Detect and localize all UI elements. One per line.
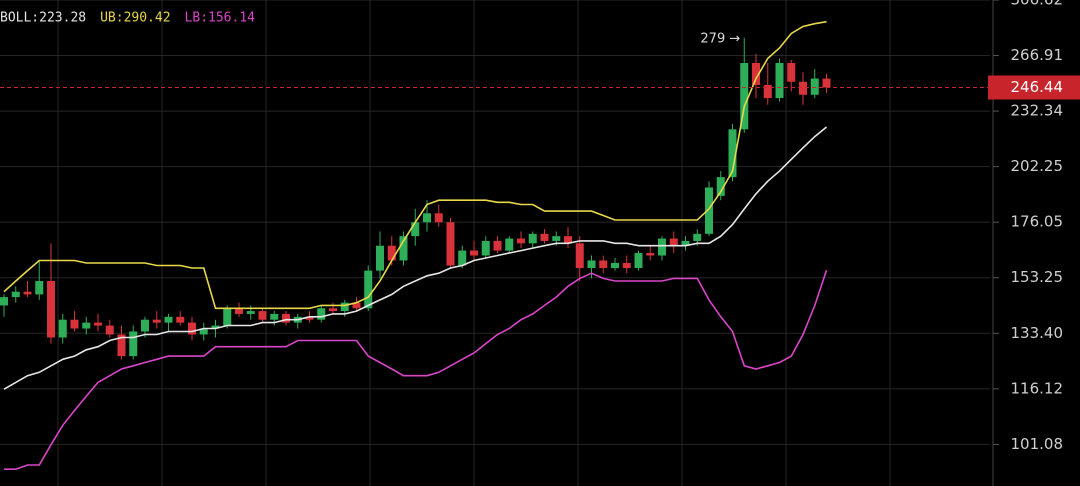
candle-body <box>352 302 361 309</box>
candle-body <box>364 270 373 309</box>
candle-body <box>35 281 44 295</box>
candle-body <box>716 177 725 196</box>
candle-body <box>705 187 713 234</box>
candle-body <box>411 222 420 237</box>
candle-body <box>552 236 561 241</box>
candle-body <box>669 238 678 246</box>
legend-entry: UB:290.42 <box>100 11 170 26</box>
candle-body <box>188 322 196 335</box>
candle-body <box>658 238 666 256</box>
candle-body <box>599 260 608 269</box>
candle-body <box>752 62 760 85</box>
candle-body <box>235 308 243 314</box>
candle-body <box>575 243 584 269</box>
candle-body <box>164 316 173 323</box>
candle-body <box>94 322 102 326</box>
candle-body <box>799 81 807 95</box>
candle-body <box>564 236 572 244</box>
y-tick-label: 266.91 <box>1011 46 1064 64</box>
candle-body <box>199 328 208 335</box>
candle-body <box>646 253 655 256</box>
last-price-label: 246.44 <box>1011 78 1064 96</box>
candle-body <box>611 262 619 269</box>
candle-body <box>340 302 349 312</box>
y-tick-label: 116.12 <box>1011 379 1064 397</box>
y-tick-label: 202.25 <box>1011 157 1064 175</box>
candle-body <box>0 297 8 306</box>
candle-body <box>728 129 737 178</box>
candle-body <box>775 62 784 99</box>
candle-body <box>305 316 314 320</box>
y-tick-label: 306.62 <box>1011 0 1064 9</box>
candle-body <box>740 62 749 130</box>
candle-body <box>470 250 478 256</box>
indicator-line <box>4 269 828 470</box>
candle-body <box>481 240 490 256</box>
candle-body <box>258 311 267 320</box>
candle-body <box>387 245 396 261</box>
candle-body <box>152 319 161 323</box>
candle-body <box>11 291 20 298</box>
y-tick-label: 133.40 <box>1011 324 1064 342</box>
candle-body <box>434 213 443 223</box>
candle-body <box>105 325 114 335</box>
candle-body <box>399 236 408 261</box>
candle-body <box>517 238 525 244</box>
candle-body <box>787 62 796 82</box>
candle-body <box>141 319 149 332</box>
candle-body <box>58 319 67 338</box>
candle-body <box>622 262 631 269</box>
candle-body <box>634 253 643 269</box>
candle-body <box>129 331 138 357</box>
candle-body <box>423 213 431 223</box>
candle-body <box>540 233 549 241</box>
candle-body <box>528 233 537 244</box>
candle-body <box>505 238 514 251</box>
candle-body <box>117 334 126 357</box>
candle-body <box>246 311 255 314</box>
candle-body <box>446 222 455 266</box>
candle-body <box>317 308 326 320</box>
candle-body <box>176 316 185 323</box>
last-price-box <box>988 75 1080 100</box>
candle-body <box>47 281 55 338</box>
indicator-line <box>3 126 828 390</box>
candle-body <box>587 260 596 269</box>
candle-body <box>810 78 819 95</box>
candle-body <box>70 319 79 329</box>
candle-body <box>270 313 279 320</box>
max-annotation: 279 → <box>700 31 740 46</box>
candle-body <box>211 325 220 329</box>
candle-body <box>82 322 91 329</box>
candle-body <box>493 240 502 251</box>
y-tick-label: 176.05 <box>1011 213 1064 231</box>
candle-body <box>822 78 831 88</box>
candle-body <box>329 308 337 312</box>
candle-body <box>282 313 290 323</box>
y-tick-label: 232.34 <box>1011 102 1064 120</box>
candle-body <box>223 308 232 326</box>
candle-body <box>376 245 384 271</box>
candle-body <box>681 240 690 246</box>
candle-body <box>458 250 467 266</box>
candle-body <box>23 291 32 295</box>
legend-entry: LB:156.14 <box>185 11 256 26</box>
candle-body <box>693 233 702 241</box>
y-tick-label: 101.08 <box>1011 435 1064 453</box>
legend-entry: BOLL:223.28 <box>0 11 86 26</box>
candle-body <box>763 84 772 99</box>
y-tick-label: 153.25 <box>1011 268 1064 286</box>
indicator-line <box>3 20 827 310</box>
